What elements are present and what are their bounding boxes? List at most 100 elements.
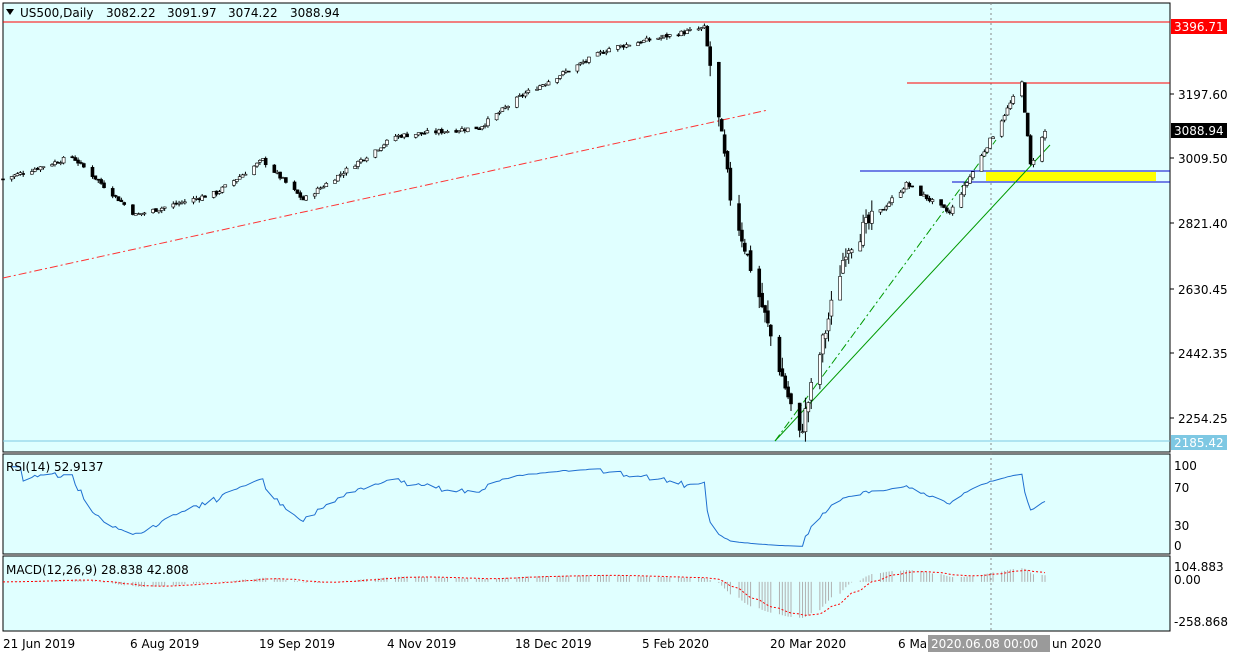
candle-bull [598, 51, 603, 54]
candle-bull [500, 107, 505, 112]
candle-bull [232, 180, 236, 186]
candle-bull [220, 186, 225, 193]
candle-bull [356, 160, 360, 167]
price-tick: 2442.35 [1178, 347, 1228, 361]
candle-bull [991, 136, 995, 139]
candle-bull [445, 131, 450, 133]
candle-bull [183, 201, 187, 204]
support-price-text: 2185.42 [1174, 436, 1224, 450]
main-pane[interactable] [2, 2, 1171, 453]
candle-bull [373, 149, 378, 158]
price-tick: 2821.40 [1178, 217, 1228, 231]
candle-bear [945, 207, 949, 212]
candle-bear [21, 173, 26, 175]
candle-bull [223, 184, 228, 188]
header-open: 3082.22 [106, 6, 156, 20]
rsi-tick: 0 [1174, 539, 1182, 553]
candle-bull [849, 249, 854, 253]
candle-bull [217, 191, 222, 194]
candle-bear [881, 208, 886, 211]
candle-bear [82, 163, 86, 168]
symbol-menu-icon[interactable] [6, 9, 14, 15]
candle-bear [405, 133, 409, 138]
candle-bear [867, 214, 871, 224]
candle-bear [272, 164, 277, 173]
time-label: 6 Ma [898, 637, 927, 651]
candle-bull [53, 161, 57, 165]
candle-bear [96, 178, 101, 181]
candle-bear [743, 242, 747, 252]
candle-bear [119, 199, 124, 202]
candle-bull [142, 212, 147, 215]
candle-bull [581, 61, 585, 64]
candle-bull [333, 179, 337, 184]
candle-bull [235, 179, 239, 182]
time-label: 18 Dec 2019 [515, 637, 592, 651]
candle-bear [639, 41, 643, 44]
macd-title: MACD(12,26,9) 28.838 42.808 [6, 563, 189, 577]
candle-bear [1028, 135, 1033, 165]
macd-signal-line [2, 569, 1046, 616]
candle-bear [682, 31, 686, 35]
candle-bull [1008, 102, 1013, 109]
candle-bull [679, 30, 684, 36]
candle-bear [705, 26, 710, 47]
candle-bear [745, 253, 750, 256]
rsi-pane[interactable] [2, 453, 1171, 555]
candle-bull [979, 155, 984, 172]
long-trendline [2, 109, 769, 279]
candle-bull [959, 193, 964, 208]
candle-bull [624, 44, 629, 48]
candle-bull [413, 134, 418, 138]
candle-bull [497, 111, 502, 114]
candle-bull [604, 51, 609, 54]
candle-bull [838, 276, 842, 301]
candle-bull [318, 187, 323, 190]
candle-bull [688, 29, 692, 31]
candle-bull [139, 213, 144, 215]
candle-bull [656, 37, 661, 40]
candle-bull [878, 209, 883, 213]
candle-bull [803, 408, 808, 433]
rsi-tick: 70 [1174, 481, 1189, 495]
candle-bull [465, 127, 470, 133]
current-price-tag [1171, 123, 1227, 138]
candle-bull [999, 120, 1004, 137]
candle-bull [641, 39, 646, 43]
candle-bull [503, 106, 508, 109]
candle-bull [494, 113, 499, 121]
candle-bull [136, 213, 141, 216]
candle-bear [942, 204, 946, 208]
candle-bear [434, 130, 438, 134]
candle-bull [965, 182, 969, 186]
candle-bull [800, 431, 805, 433]
macd-tick: 0.00 [1174, 573, 1201, 587]
candle-bear [717, 61, 721, 118]
candle-bull [595, 52, 600, 57]
candle-bull [437, 129, 441, 134]
candle-bull [457, 130, 461, 133]
candle-bull [324, 183, 329, 187]
header-symbol: US500,Daily [20, 6, 93, 20]
candle-bear [665, 34, 669, 38]
candle-bull [486, 118, 490, 127]
candle-bull [194, 198, 199, 200]
candle-bull [618, 44, 623, 47]
candle-bull [844, 256, 848, 261]
candle-bear [919, 185, 923, 196]
candle-bull [260, 158, 265, 161]
candle-bull [38, 166, 43, 171]
macd-pane[interactable] [2, 555, 1171, 632]
time-label: 5 Feb 2020 [642, 637, 709, 651]
candle-bull [962, 185, 966, 196]
candle-bull [864, 217, 868, 224]
candle-bear [422, 133, 427, 135]
price-tick: 2254.25 [1178, 412, 1228, 426]
candle-bull [887, 202, 891, 207]
candle-bull [829, 299, 834, 317]
candle-bear [474, 126, 479, 130]
candle-bull [809, 382, 813, 401]
candle-bear [113, 195, 118, 197]
candle-bear [924, 194, 929, 200]
